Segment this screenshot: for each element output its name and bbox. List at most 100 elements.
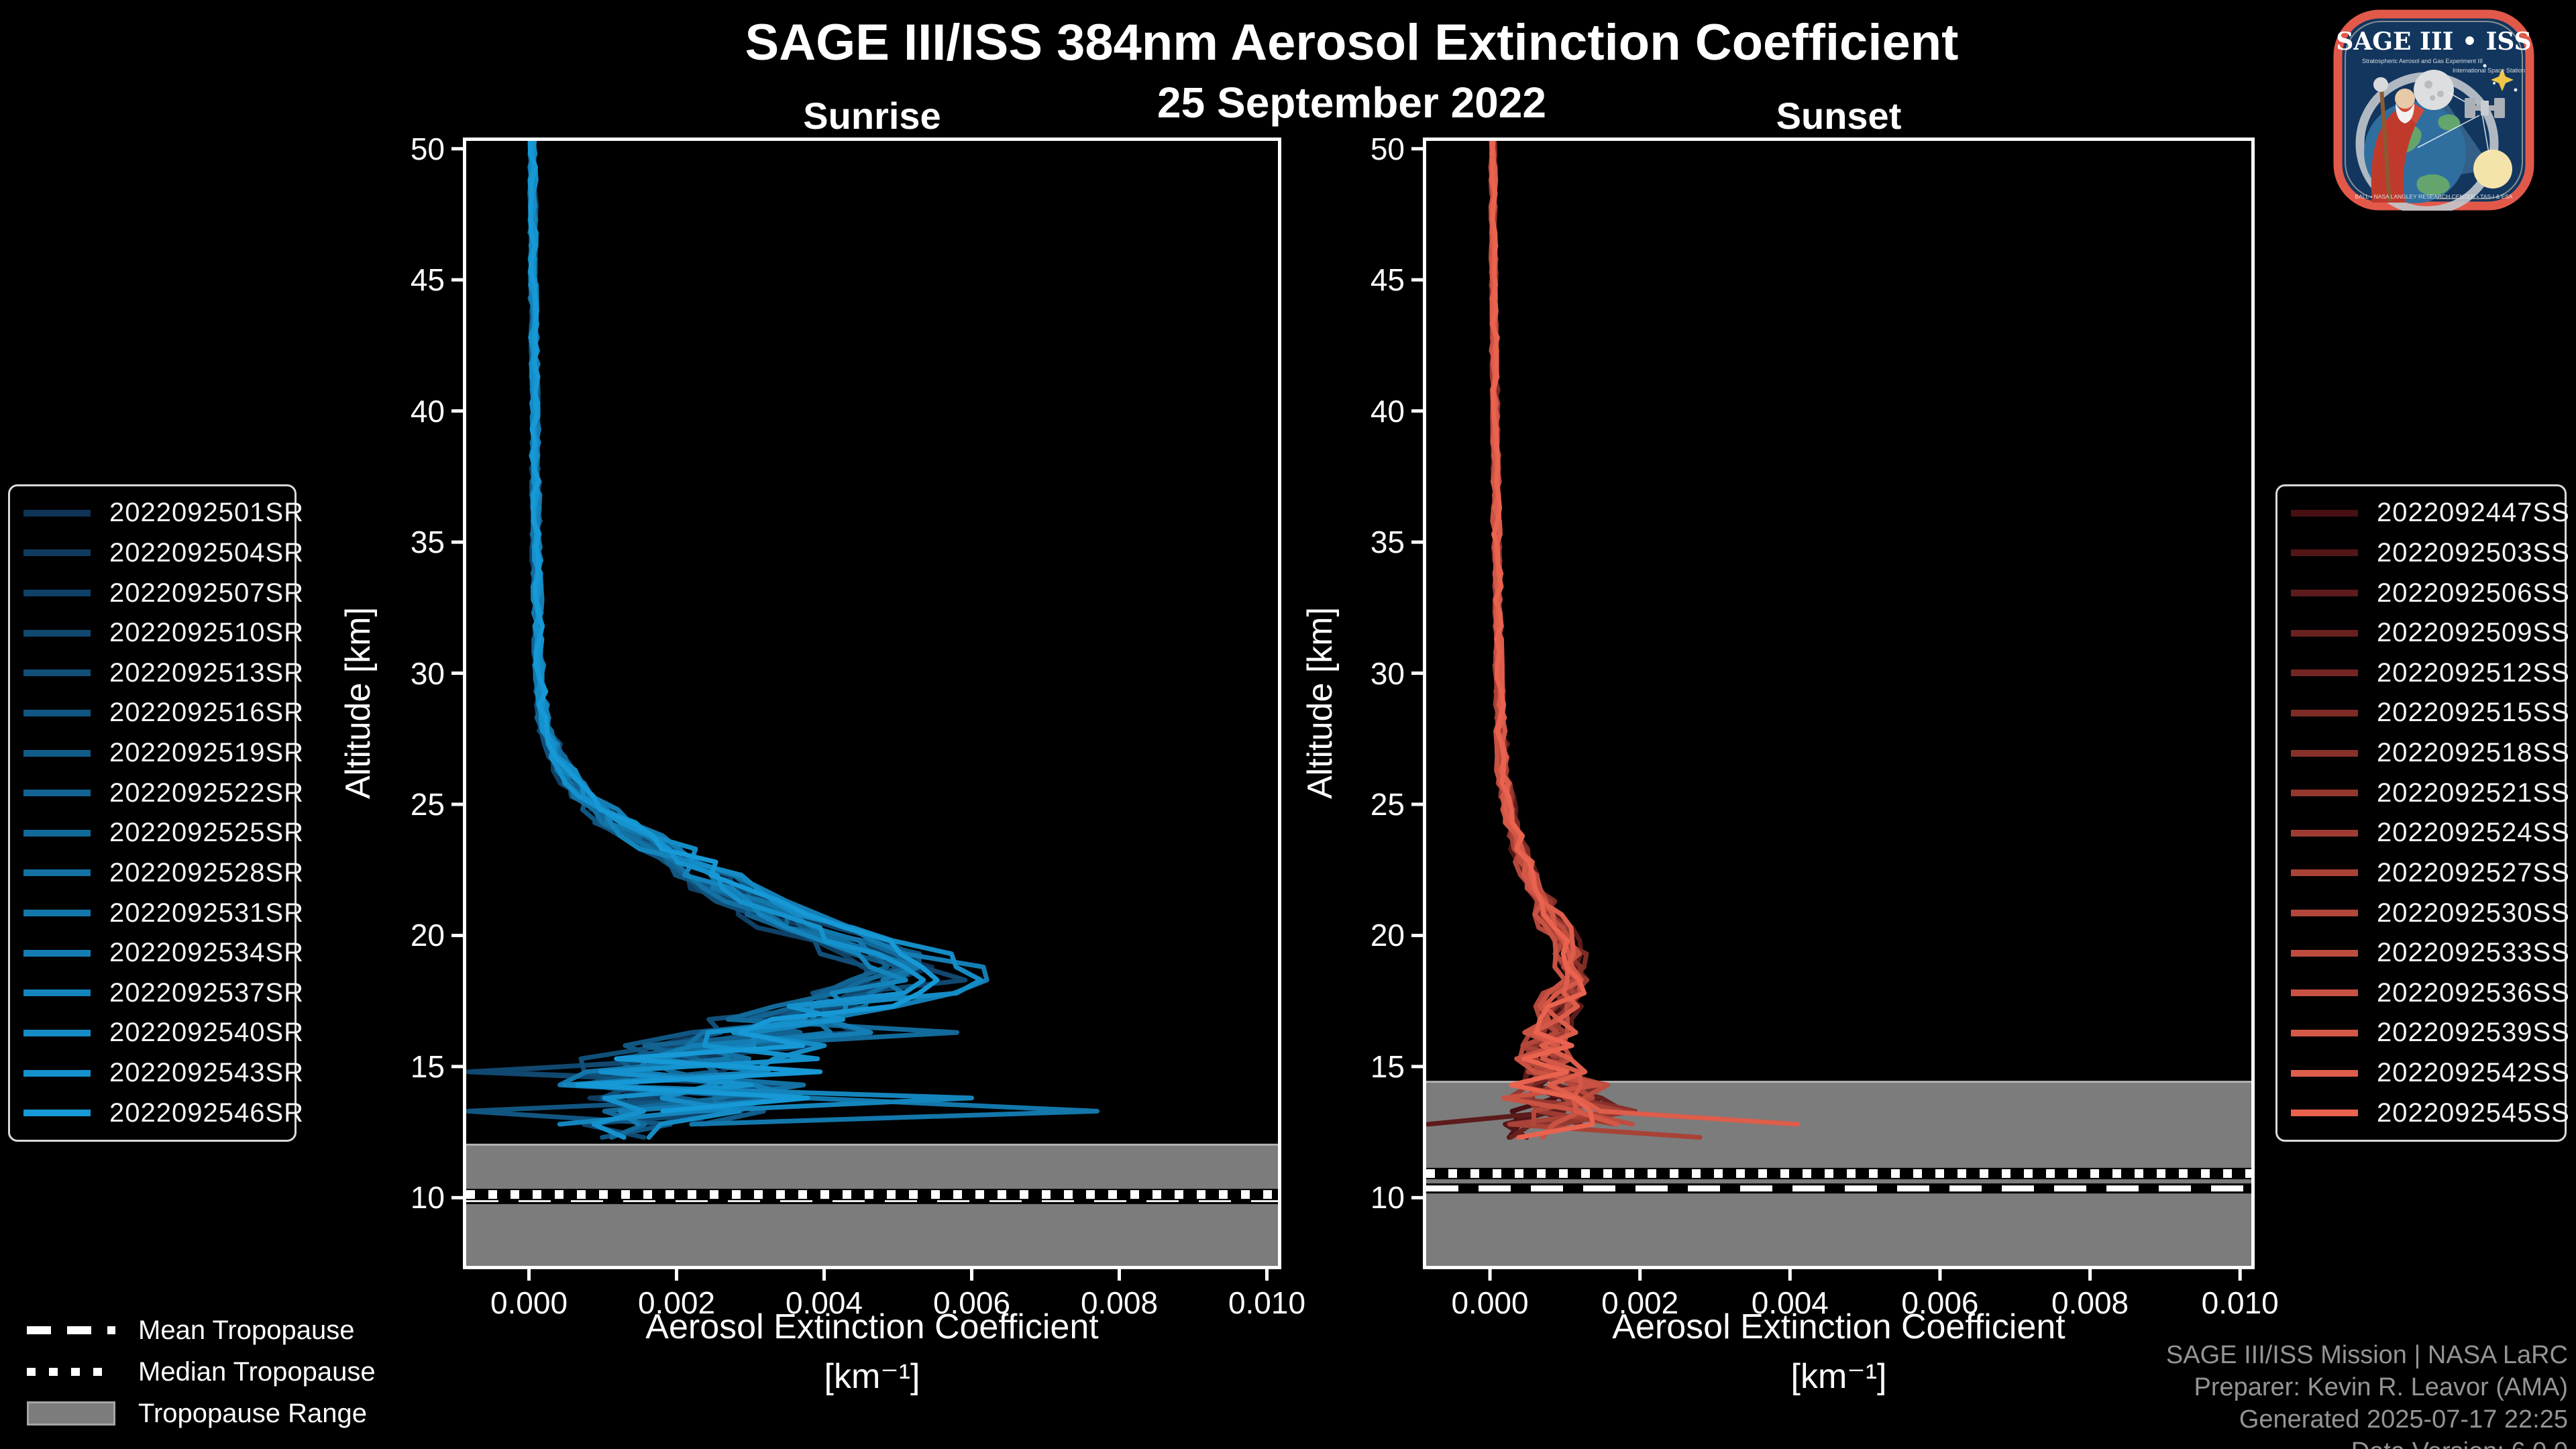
- legend-line-swatch: [23, 709, 91, 716]
- profile-line-2022092507SR: [527, 138, 895, 1114]
- y-axis-label-sunset: Altitude [km]: [1301, 606, 1340, 800]
- panel-sunset: [1411, 138, 2255, 1281]
- x-tick-label: 0.010: [1228, 1285, 1306, 1320]
- legend-series-label: 2022092507SR: [109, 578, 305, 608]
- y-tick-label: 25: [1370, 787, 1405, 822]
- legend-line-swatch: [2291, 949, 2358, 957]
- legend-item: 2022092540SR: [10, 1018, 303, 1048]
- y-axis-label-sunrise: Altitude [km]: [339, 606, 378, 800]
- star-icon: [2491, 68, 2514, 91]
- legend-series-label: 2022092537SR: [109, 977, 305, 1008]
- y-tick-label: 50: [410, 131, 445, 166]
- profile-line-2022092524SS: [1488, 138, 1619, 1127]
- credit-generated: Generated 2025-07-17 22:25: [2239, 1405, 2568, 1434]
- legend-item: 2022092512SS: [2277, 658, 2569, 688]
- profile-line-2022092542SS: [1489, 138, 1800, 1127]
- legend-series-label: 2022092521SS: [2377, 777, 2570, 808]
- x-tick-label: 0.002: [637, 1285, 716, 1320]
- date-subtitle: 25 September 2022: [1157, 78, 1546, 127]
- profile-line-2022092527SS: [1488, 138, 1703, 1140]
- iss-icon: [2465, 98, 2505, 118]
- legend-series-label: 2022092531SR: [109, 898, 305, 928]
- legend-line-swatch: [23, 549, 91, 557]
- legend-item: 2022092539SS: [2277, 1018, 2569, 1048]
- x-axis-units-sunrise: [km⁻¹]: [824, 1357, 920, 1396]
- x-axis-label-sunset: Aerosol Extinction Coefficient: [1612, 1307, 2065, 1346]
- legend-item: 2022092542SS: [2277, 1058, 2569, 1088]
- y-tick-label: 45: [1370, 262, 1405, 298]
- legend-line-swatch: [2291, 709, 2358, 716]
- legend-line-swatch: [2291, 869, 2358, 877]
- credits-block: SAGE III/ISS Mission | NASA LaRC Prepare…: [2166, 1339, 2568, 1449]
- legend-series-label: 2022092447SS: [2377, 498, 2570, 528]
- y-tick-label: 15: [410, 1049, 445, 1084]
- legend-line-swatch: [2291, 629, 2358, 637]
- x-tick-label: 0.000: [1451, 1285, 1529, 1320]
- legend-item: 2022092504SR: [10, 538, 303, 568]
- y-tick-label: 45: [410, 262, 445, 298]
- legend-item: 2022092530SS: [2277, 898, 2569, 928]
- legend-item: 2022092546SR: [10, 1098, 303, 1128]
- legend-line-swatch: [23, 869, 91, 877]
- legend-item: 2022092524SS: [2277, 818, 2569, 848]
- x-tick-label: 0.002: [1601, 1285, 1679, 1320]
- legend-line-swatch: [2291, 669, 2358, 677]
- legend-line-swatch: [2291, 989, 2358, 997]
- legend-item: 2022092513SR: [10, 658, 303, 688]
- logo-title: SAGE III • ISS: [2336, 28, 2531, 56]
- legend-item: 2022092545SS: [2277, 1098, 2569, 1128]
- legend-series-label: 2022092542SS: [2377, 1058, 2570, 1088]
- legend-series-label: 2022092527SS: [2377, 857, 2570, 888]
- legend-line-swatch: [23, 1110, 91, 1117]
- legend-item: 2022092509SS: [2277, 618, 2569, 648]
- legend-item: 2022092518SS: [2277, 738, 2569, 768]
- legend-line-swatch: [23, 989, 91, 997]
- sun-icon: [2473, 150, 2512, 189]
- tropopause-legend-median: Median Tropopause: [27, 1351, 376, 1393]
- x-tick-label: 0.006: [1901, 1285, 1979, 1320]
- x-tick-label: 0.006: [932, 1285, 1011, 1320]
- credit-preparer: Preparer: Kevin R. Leavor (AMA): [2194, 1373, 2568, 1401]
- y-tick-label: 25: [410, 787, 445, 822]
- tropopause-range-label: Tropopause Range: [138, 1398, 367, 1428]
- profile-line-2022092515SS: [1489, 138, 1620, 1127]
- legend-item: 2022092521SS: [2277, 778, 2569, 808]
- x-tick-label: 0.010: [2201, 1285, 2279, 1320]
- legend-item: 2022092501SR: [10, 498, 303, 528]
- x-tick-label: 0.008: [1080, 1285, 1159, 1320]
- y-tick-label: 10: [1370, 1180, 1405, 1216]
- legend-series-label: 2022092545SS: [2377, 1097, 2570, 1128]
- legend-series-label: 2022092522SR: [109, 777, 305, 808]
- panel-title-sunset: Sunset: [1776, 95, 1902, 137]
- legend-series-label: 2022092528SR: [109, 857, 305, 888]
- y-tick-label: 50: [1370, 131, 1405, 166]
- legend-series-label: 2022092525SR: [109, 818, 305, 848]
- legend-series-label: 2022092533SS: [2377, 938, 2570, 968]
- y-tick-label: 40: [410, 393, 445, 429]
- profile-line-2022092504SR: [482, 138, 906, 1127]
- figure-head: [2395, 89, 2415, 109]
- legend-item: 2022092531SR: [10, 898, 303, 928]
- legend-line-swatch: [23, 749, 91, 757]
- legend-series-label: 2022092543SR: [109, 1058, 305, 1088]
- legend-line-swatch: [23, 1029, 91, 1036]
- legend-line-swatch: [2291, 790, 2358, 797]
- legend-line-swatch: [2291, 1029, 2358, 1036]
- y-tick-label: 40: [1370, 393, 1405, 429]
- legend-item: 2022092516SR: [10, 698, 303, 728]
- legend-line-swatch: [23, 949, 91, 957]
- legend-item: 2022092507SR: [10, 578, 303, 608]
- legend-series-label: 2022092510SR: [109, 618, 305, 648]
- legend-item: 2022092528SR: [10, 858, 303, 888]
- legend-series-label: 2022092501SR: [109, 498, 305, 528]
- sage-iii-iss-mission-logo: SAGE III • ISS Stratospheric Aerosol and…: [2333, 9, 2534, 211]
- y-tick-label: 30: [410, 655, 445, 691]
- profile-line-2022092539SS: [1489, 138, 1619, 1127]
- legend-series-label: 2022092513SR: [109, 657, 305, 688]
- plot-spines: [1423, 138, 2255, 1269]
- legend-series-label: 2022092519SR: [109, 738, 305, 768]
- legend-item: 2022092543SR: [10, 1058, 303, 1088]
- legend-line-swatch: [23, 910, 91, 917]
- legend-series-label: 2022092518SS: [2377, 738, 2570, 768]
